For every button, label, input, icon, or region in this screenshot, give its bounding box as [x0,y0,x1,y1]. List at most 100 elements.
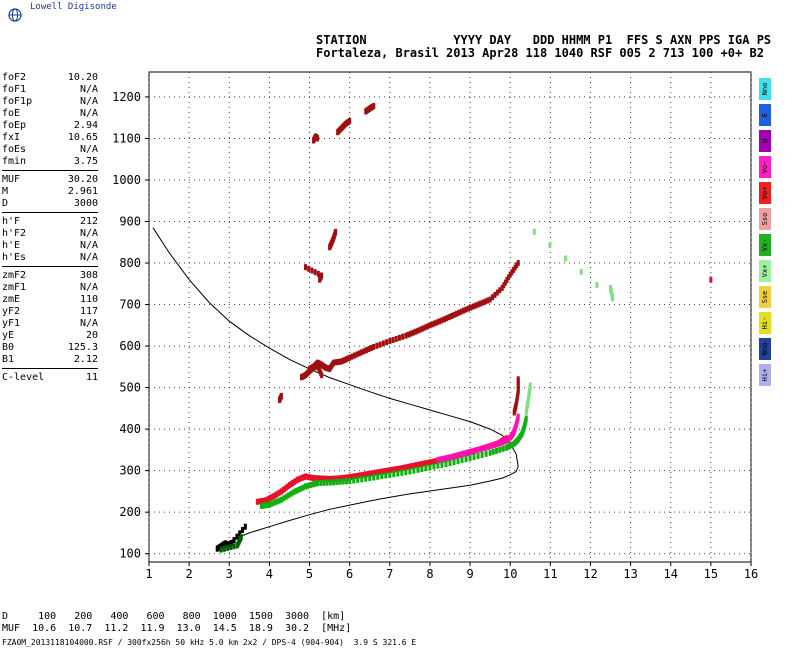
echo-point [450,453,454,460]
echo-point [381,340,385,347]
echo-point [332,359,336,366]
echo-point [423,324,427,331]
echo-point [492,441,496,448]
param-value: 3.75 [73,156,98,167]
echo-point [511,441,515,448]
echo-point [359,472,363,479]
echo-point [474,447,478,454]
echo-point [325,479,329,486]
param-separator [2,170,98,171]
param-name: yE [2,330,15,341]
param-name: h'Es [2,252,27,263]
legend-label: Nno [761,342,769,356]
echo-point [376,469,380,476]
header-labels: STATION YYYY DAY DDD HHMM P1 FFS S AXN P… [316,33,772,47]
echo-point [347,474,351,481]
legend-label: Vo+ [761,186,769,200]
echo-point [404,332,408,339]
echo-point [506,443,510,450]
param-value: 308 [79,270,98,281]
echo-point [511,266,515,273]
x-tick-label: 7 [386,567,393,581]
y-tick-label: 1000 [112,173,141,187]
x-tick-label: 1 [145,567,152,581]
echo-point [395,465,399,472]
echo-point [333,359,337,366]
legend-label: Sse [761,290,769,304]
echo-point [348,354,352,361]
echo-point [313,475,317,482]
echo-point [226,544,230,551]
echo-point [380,473,384,480]
echo-point [344,478,348,485]
param-value: 212 [79,216,98,227]
echo-point [255,498,259,505]
echo-point [385,467,389,474]
echo-point [350,353,354,360]
echo-point [452,311,456,318]
echo-point [332,479,336,486]
echo-point [372,103,376,110]
echo-point [319,479,323,486]
echo-point [341,357,345,364]
param-name: B0 [2,342,15,353]
echo-point [390,466,394,473]
param-separator [2,266,98,267]
param-name: h'F2 [2,228,27,239]
echo-point [366,470,370,477]
echo-point [299,485,303,492]
echo-point [318,475,322,482]
echo-point [302,474,306,481]
echo-point [466,305,470,312]
x-tick-label: 14 [664,567,678,581]
echo-point [311,481,315,488]
legend-label: Nno [761,82,769,96]
echo-point [316,270,320,277]
echo-point [328,475,332,482]
echo-point [504,444,508,451]
echo-point [371,470,375,477]
echo-point [396,470,400,477]
echo-point [405,464,409,471]
echo-point [262,497,266,504]
echo-point [462,450,466,457]
echo-point [579,268,583,275]
echo-point [392,471,396,478]
echo-point [595,282,599,289]
param-row: zmF1 N/A [2,282,98,294]
legend-swatch: W [759,130,771,152]
echo-point [470,448,474,455]
echo-point [394,335,398,342]
param-value: 2.961 [67,186,98,197]
param-value: N/A [79,108,98,119]
echo-point [486,443,490,450]
echo-point [426,323,430,330]
echo-point [310,267,314,274]
echo-point [456,458,460,465]
echo-point [388,467,392,474]
param-row: M 2.961 [2,186,98,198]
param-row: yE 20 [2,330,98,342]
echo-point [472,447,476,454]
echo-point [460,451,464,458]
echo-point [257,498,261,505]
echo-point [467,449,471,456]
param-name: foF1p [2,96,33,107]
scaled-parameters-panel: foF2 10.20 foF1 N/A foF1p N/A foE N/A foEp 2.94 fx… [2,72,98,384]
echo-point [508,271,512,278]
legend-swatch: Nno [759,78,771,100]
echo-point [388,338,392,345]
param-name: fmin [2,156,27,167]
legend-swatch: Vx- [759,234,771,256]
echo-point [462,307,466,314]
echo-point [306,482,310,489]
echo-point [491,442,495,449]
echo-point [432,463,436,470]
echo-point [497,440,501,447]
echo-point [412,467,416,474]
x-tick-label: 5 [306,567,313,581]
echo-point [434,458,438,465]
echo-point [611,295,615,302]
echo-point [453,453,457,460]
param-name: C-level [2,372,45,383]
